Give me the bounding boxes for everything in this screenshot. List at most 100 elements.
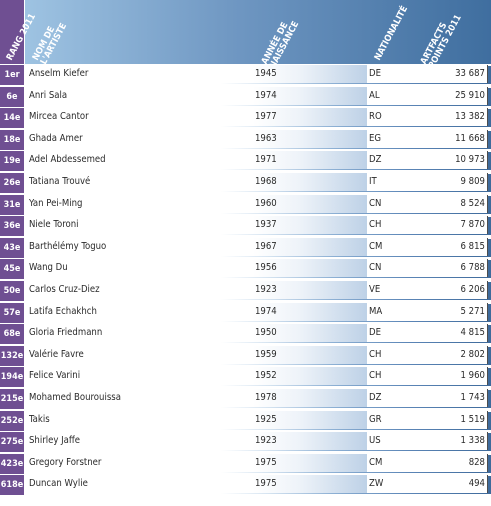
artist-name-cell: Yan Pei-Ming	[27, 194, 256, 213]
artist-name-cell: Felice Varini	[27, 367, 256, 386]
table-row: 6e Anri Sala 1974 AL 25 910	[0, 86, 491, 107]
artist-name-cell: Ghada Amer	[27, 129, 256, 148]
table-row: 19e Adel Abdessemed 1971 DZ 10 973	[0, 151, 491, 172]
rank-cell: 132e	[0, 345, 24, 366]
rank-cell: 215e	[0, 389, 24, 409]
artist-name-cell: Duncan Wylie	[27, 475, 256, 494]
artist-name-cell: Gregory Forstner	[27, 453, 256, 472]
artist-name-cell: Niele Toroni	[27, 216, 256, 235]
artist-name-cell: Mohamed Bourouissa	[27, 389, 256, 407]
points-cell: 1 960	[409, 367, 488, 386]
birth-year-cell: 1925	[253, 410, 370, 429]
nationality-cell: DE	[367, 65, 411, 83]
birth-year-cell: 1975	[253, 475, 370, 494]
header-band	[25, 0, 491, 64]
nationality-cell: ZW	[367, 475, 411, 494]
rank-cell: 423e	[0, 453, 24, 474]
nationality-cell: DE	[367, 324, 411, 343]
points-cell: 33 687	[409, 65, 488, 83]
rank-cell: 68e	[0, 324, 24, 345]
rank-cell: 45e	[0, 259, 24, 280]
nationality-cell: IT	[367, 173, 411, 191]
table-row: 252e Takis 1925 GR 1 519	[0, 410, 491, 431]
points-cell: 7 870	[409, 216, 488, 235]
points-cell: 4 815	[409, 324, 488, 343]
points-cell: 5 271	[409, 302, 488, 321]
rank-cell: 14e	[0, 108, 24, 129]
birth-year-cell: 1971	[253, 151, 370, 170]
table-row: 18e Ghada Amer 1963 EG 11 668	[0, 129, 491, 150]
birth-year-cell: 1945	[253, 65, 370, 83]
nationality-cell: CM	[367, 453, 411, 472]
table-row: 26e Tatiana Trouvé 1968 IT 9 809	[0, 173, 491, 193]
points-cell: 8 524	[409, 194, 488, 213]
birth-year-cell: 1959	[253, 345, 370, 364]
rank-cell: 43e	[0, 237, 24, 258]
points-cell: 9 809	[409, 173, 488, 191]
birth-year-cell: 1960	[253, 194, 370, 213]
points-cell: 828	[409, 453, 488, 472]
nationality-cell: CH	[367, 216, 411, 235]
birth-year-cell: 1977	[253, 108, 370, 127]
header-rank-cell	[0, 0, 24, 64]
points-cell: 11 668	[409, 129, 488, 148]
artist-name-cell: Anselm Kiefer	[27, 65, 256, 83]
points-cell: 6 815	[409, 237, 488, 256]
rank-cell: 18e	[0, 129, 24, 150]
nationality-cell: CH	[367, 345, 411, 364]
nationality-cell: CN	[367, 194, 411, 213]
artist-name-cell: Carlos Cruz-Diez	[27, 281, 256, 299]
rank-cell: 26e	[0, 173, 24, 193]
nationality-cell: US	[367, 432, 411, 451]
birth-year-cell: 1975	[253, 453, 370, 472]
artist-name-cell: Wang Du	[27, 259, 256, 278]
table-row: 215e Mohamed Bourouissa 1978 DZ 1 743	[0, 389, 491, 409]
birth-year-cell: 1974	[253, 86, 370, 105]
birth-year-cell: 1967	[253, 237, 370, 256]
nationality-cell: CN	[367, 259, 411, 278]
rank-cell: 6e	[0, 86, 24, 107]
rank-cell: 252e	[0, 410, 24, 431]
artist-name-cell: Barthélémy Toguo	[27, 237, 256, 256]
points-cell: 10 973	[409, 151, 488, 170]
points-cell: 494	[409, 475, 488, 494]
birth-year-cell: 1968	[253, 173, 370, 191]
rank-cell: 19e	[0, 151, 24, 172]
birth-year-cell: 1923	[253, 281, 370, 299]
table-row: 618e Duncan Wylie 1975 ZW 494	[0, 475, 491, 496]
birth-year-cell: 1956	[253, 259, 370, 278]
birth-year-cell: 1923	[253, 432, 370, 451]
nationality-cell: AL	[367, 86, 411, 105]
rank-cell: 31e	[0, 194, 24, 215]
rank-cell: 1er	[0, 65, 24, 85]
points-cell: 1 338	[409, 432, 488, 451]
birth-year-cell: 1974	[253, 302, 370, 321]
table-row: 50e Carlos Cruz-Diez 1923 VE 6 206	[0, 281, 491, 301]
artist-name-cell: Valérie Favre	[27, 345, 256, 364]
nationality-cell: EG	[367, 129, 411, 148]
table-row: 132e Valérie Favre 1959 CH 2 802	[0, 345, 491, 366]
points-cell: 6 206	[409, 281, 488, 299]
artist-name-cell: Mircea Cantor	[27, 108, 256, 127]
birth-year-cell: 1950	[253, 324, 370, 343]
rank-cell: 275e	[0, 432, 24, 453]
points-cell: 1 743	[409, 389, 488, 407]
table-row: 423e Gregory Forstner 1975 CM 828	[0, 453, 491, 474]
table-row: 68e Gloria Friedmann 1950 DE 4 815	[0, 324, 491, 345]
table-row: 194e Felice Varini 1952 CH 1 960	[0, 367, 491, 388]
table-row: 14e Mircea Cantor 1977 RO 13 382	[0, 108, 491, 129]
nationality-cell: VE	[367, 281, 411, 299]
birth-year-cell: 1978	[253, 389, 370, 407]
rank-cell: 36e	[0, 216, 24, 237]
rank-cell: 618e	[0, 475, 24, 496]
birth-year-cell: 1963	[253, 129, 370, 148]
artist-name-cell: Adel Abdessemed	[27, 151, 256, 170]
points-cell: 2 802	[409, 345, 488, 364]
table-row: 43e Barthélémy Toguo 1967 CM 6 815	[0, 237, 491, 258]
rank-cell: 194e	[0, 367, 24, 388]
artist-name-cell: Latifa Echakhch	[27, 302, 256, 321]
points-cell: 6 788	[409, 259, 488, 278]
table-row: 1er Anselm Kiefer 1945 DE 33 687	[0, 65, 491, 85]
artist-name-cell: Takis	[27, 410, 256, 429]
artist-name-cell: Shirley Jaffe	[27, 432, 256, 451]
